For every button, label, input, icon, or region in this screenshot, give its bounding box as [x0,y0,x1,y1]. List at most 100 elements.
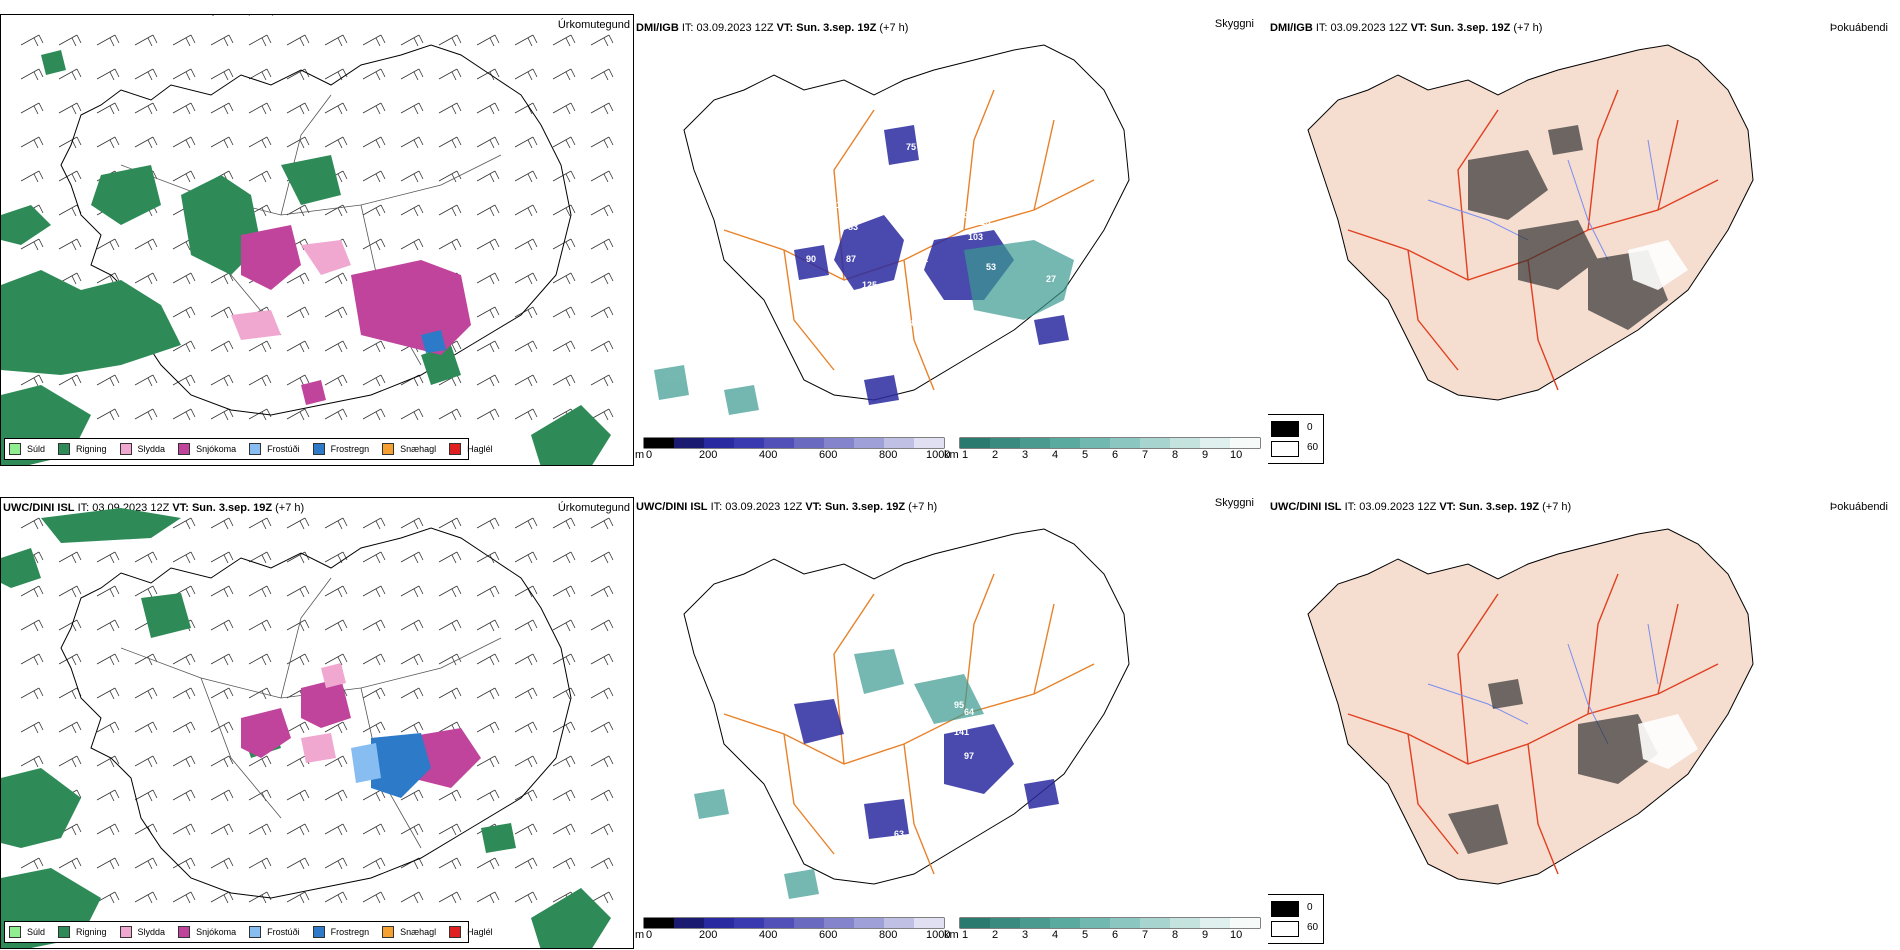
wind-barb [172,653,196,666]
wind-barb [400,653,424,666]
precip-panel-row1: DMI/IGB IT: 03.09.2023 12Z VT: Sun. 3.se… [0,14,634,466]
wind-barb [476,238,500,251]
wind-barb [514,721,538,734]
precip-map [1,34,614,465]
wind-barb [96,891,120,904]
wind-barb [514,170,538,183]
legend-item: Snjókoma [178,926,236,938]
wind-barb [58,721,82,734]
wind-barb [476,136,500,149]
colorbar-km-tick: 2 [992,449,999,461]
visibility-value: 63 [898,705,908,715]
visibility-value: 142 [1018,232,1033,242]
wind-barb [362,653,386,666]
wind-barb [20,687,44,700]
colorbar-km-tick: 4 [1052,449,1059,461]
wind-barb [20,517,44,530]
fog-legend-swatch [1271,441,1299,457]
wind-barb [590,619,614,632]
wind-barb [476,374,500,387]
wind-barb [552,687,576,700]
wind-barb [400,374,424,387]
colorbar-km-tick: 1 [962,929,969,941]
legend-item: Haglél [449,443,493,455]
wind-barb [438,34,462,47]
wind-barb [324,823,348,836]
wind-barb [362,204,386,217]
wind-barb [324,306,348,319]
colorbar-km-tick: 10 [1230,929,1243,941]
wind-barb [552,204,576,217]
wind-barb [248,891,272,904]
wind-barb [590,687,614,700]
wind-barb [514,653,538,666]
colorbar-km-tick: 6 [1112,929,1119,941]
wind-barb [590,170,614,183]
wind-barb [438,585,462,598]
fog-panel-row2: UWC/DINI ISL IT: 03.09.2023 12Z VT: Sun.… [1268,484,1900,950]
wind-barb [552,238,576,251]
wind-barb [172,891,196,904]
wind-barb [590,653,614,666]
visibility-value: 149 [836,200,851,210]
wind-barb [324,551,348,564]
wind-barb [210,374,234,387]
wind-barb [476,891,500,904]
visibility-value: 136 [959,210,974,220]
wind-barb [400,857,424,870]
wind-barb [210,306,234,319]
wind-barb [248,68,272,81]
legend-swatch [58,443,71,455]
wind-barb [134,68,158,81]
wind-barb [400,721,424,734]
fog-legend-swatch [1271,901,1299,917]
wind-barb [324,789,348,802]
visibility-value: 64 [964,707,974,717]
wind-barb [134,272,158,285]
wind-barb [20,857,44,870]
legend-item: Frostúði [249,443,300,455]
visibility-value: 27 [1046,274,1056,284]
wind-barb [96,238,120,251]
visibility-value: 33 [904,584,914,594]
wind-barb [438,789,462,802]
colorbar-km [959,437,1261,449]
wind-barb [514,34,538,47]
wind-barb [438,857,462,870]
precip-map [1,508,614,948]
wind-barb [210,789,234,802]
legend-item: Slydda [119,443,165,455]
wind-barb [552,585,576,598]
wind-barb [58,857,82,870]
wind-barb [400,687,424,700]
colorbar-m [643,917,945,929]
wind-barb [362,687,386,700]
wind-barb [438,102,462,115]
legend-item: Frostregn [312,926,369,938]
wind-barb [20,721,44,734]
wind-barb [552,306,576,319]
wind-barb [476,306,500,319]
legend-swatch [58,926,71,938]
wind-barb [400,68,424,81]
wind-barb [476,721,500,734]
visibility-value: 81 [918,254,928,264]
wind-barb [286,340,310,353]
wind-barb [172,102,196,115]
precip-legend: Súld Rigning Slydda Snjókoma Frostúði Fr… [4,921,493,943]
wind-barb [172,340,196,353]
visibility-value: 59 [904,865,914,875]
wind-barb [96,823,120,836]
wind-barb [324,891,348,904]
legend-swatch [449,443,462,455]
visibility-value: 79 [906,170,916,180]
wind-barb [438,204,462,217]
wind-barb [134,102,158,115]
legend-item: Frostúði [249,926,300,938]
wind-barb [514,272,538,285]
legend-item: Snæhagl [382,926,436,938]
panel-header: UWC/DINI ISL IT: 03.09.2023 12Z VT: Sun.… [1270,501,1572,513]
legend-swatch [119,443,132,455]
wind-barb [590,204,614,217]
